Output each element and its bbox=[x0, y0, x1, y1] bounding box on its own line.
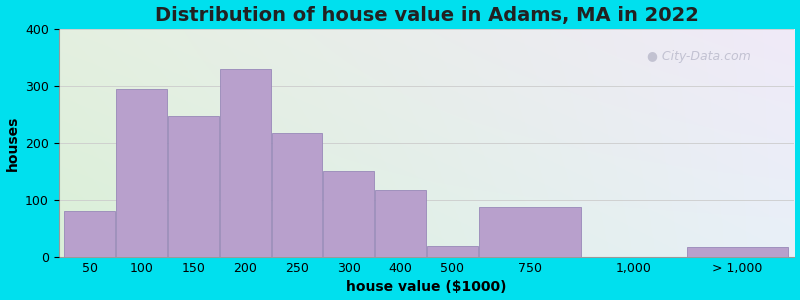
Bar bbox=[65, 212, 115, 257]
Bar bbox=[220, 69, 270, 257]
Bar bbox=[323, 172, 374, 257]
Title: Distribution of house value in Adams, MA in 2022: Distribution of house value in Adams, MA… bbox=[154, 6, 698, 25]
X-axis label: house value ($1000): house value ($1000) bbox=[346, 280, 507, 294]
Bar bbox=[375, 190, 426, 257]
Y-axis label: houses: houses bbox=[6, 115, 19, 171]
Bar bbox=[686, 247, 788, 257]
Bar bbox=[479, 207, 581, 257]
Bar bbox=[427, 246, 478, 257]
Bar bbox=[272, 133, 322, 257]
Bar bbox=[116, 89, 167, 257]
Text: ● City-Data.com: ● City-Data.com bbox=[647, 50, 751, 63]
Bar bbox=[168, 116, 219, 257]
